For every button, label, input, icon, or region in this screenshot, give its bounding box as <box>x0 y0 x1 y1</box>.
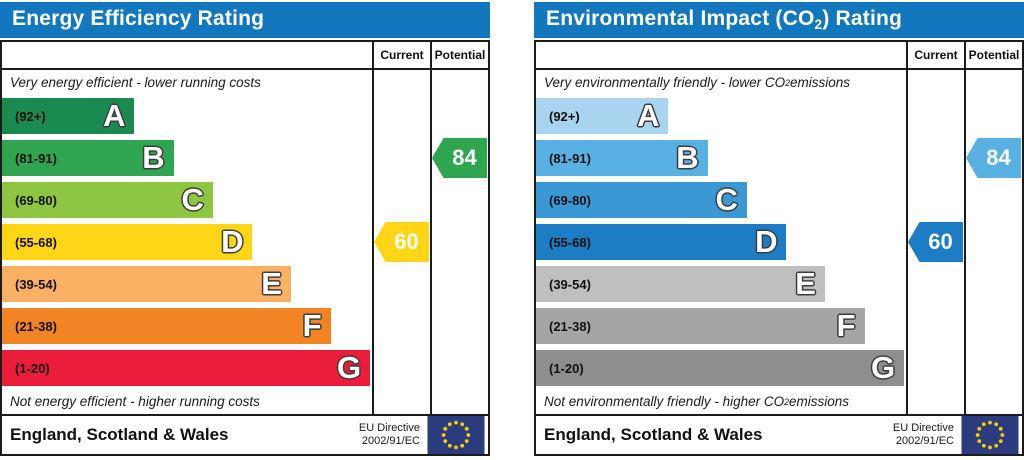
band-bar: (81-91) B <box>2 140 174 176</box>
band-bar: (39-54) E <box>536 266 825 302</box>
band-row: (1-20) G <box>536 347 906 389</box>
band-bar: (21-38) F <box>2 308 331 344</box>
potential-column-header: Potential <box>964 42 1022 68</box>
band-letter: D <box>221 224 244 259</box>
top-caption: Very environmentally friendly - lower CO… <box>544 75 851 90</box>
band-row: (69-80) C <box>536 179 906 221</box>
chart-title: Environmental Impact (CO2) Rating <box>546 7 903 33</box>
band-row: (1-20) G <box>2 347 372 389</box>
band-range-label: (81-91) <box>15 150 57 166</box>
chart-title-bar: Energy Efficiency Rating <box>0 2 490 38</box>
band-range-label: (69-80) <box>15 192 57 208</box>
band-range-label: (81-91) <box>549 150 591 166</box>
eu-flag-icon <box>961 416 1019 454</box>
band-range-label: (55-68) <box>549 234 591 250</box>
energy-efficiency-chart: Energy Efficiency Rating Current Potenti… <box>0 0 490 456</box>
band-range-label: (92+) <box>549 108 580 124</box>
region-label: England, Scotland & Wales <box>544 425 763 444</box>
band-letter: A <box>637 98 660 133</box>
band-row: (55-68) D <box>2 221 372 263</box>
band-bar: (92+) A <box>2 98 135 134</box>
current-arrow: 60 <box>374 222 429 262</box>
bands-column: Very energy efficient - lower running co… <box>2 70 372 414</box>
band-letter: G <box>337 350 362 385</box>
region-label: England, Scotland & Wales <box>10 425 229 444</box>
column-headers: Current Potential <box>2 42 488 70</box>
band-letter: A <box>103 98 126 133</box>
band-row: (55-68) D <box>536 221 906 263</box>
band-bar: (55-68) D <box>536 224 787 260</box>
chart-title-bar: Environmental Impact (CO2) Rating <box>534 2 1024 38</box>
band-range-label: (1-20) <box>549 360 584 376</box>
rating-table: Current Potential Very energy efficient … <box>0 40 490 456</box>
band-bar: (1-20) G <box>536 350 905 386</box>
top-caption: Very energy efficient - lower running co… <box>10 75 261 90</box>
band-row: (92+) A <box>536 95 906 137</box>
current-column-header: Current <box>372 42 430 68</box>
band-letter: E <box>795 266 816 301</box>
rating-table: Current Potential Very environmentally f… <box>534 40 1024 456</box>
band-row: (21-38) F <box>536 305 906 347</box>
current-arrow: 60 <box>908 222 963 262</box>
band-letter: F <box>836 308 856 343</box>
band-letter: C <box>181 182 204 217</box>
rating-body: Very energy efficient - lower running co… <box>2 70 488 414</box>
band-bar: (1-20) G <box>2 350 371 386</box>
band-bar: (55-68) D <box>2 224 253 260</box>
bottom-caption: Not environmentally friendly - higher CO… <box>544 394 850 409</box>
band-bar: (81-91) B <box>536 140 708 176</box>
potential-column-header: Potential <box>430 42 488 68</box>
band-range-label: (69-80) <box>549 192 591 208</box>
band-row: (69-80) C <box>2 179 372 221</box>
rating-body: Very environmentally friendly - lower CO… <box>536 70 1022 414</box>
band-bar: (69-80) C <box>2 182 213 218</box>
band-range-label: (92+) <box>15 108 46 124</box>
potential-arrow: 84 <box>432 138 487 178</box>
band-letter: B <box>676 140 699 175</box>
band-range-label: (39-54) <box>15 276 57 292</box>
band-letter: E <box>261 266 282 301</box>
band-range-label: (21-38) <box>15 318 57 334</box>
column-headers: Current Potential <box>536 42 1022 70</box>
band-row: (81-91) B <box>536 137 906 179</box>
potential-arrow: 84 <box>966 138 1021 178</box>
current-column-header: Current <box>906 42 964 68</box>
column-header-spacer <box>2 42 372 68</box>
current-column: 60 <box>906 70 964 414</box>
band-row: (92+) A <box>2 95 372 137</box>
bottom-caption: Not energy efficient - higher running co… <box>10 394 260 409</box>
band-row: (39-54) E <box>536 263 906 305</box>
band-bar: (69-80) C <box>536 182 747 218</box>
band-row: (39-54) E <box>2 263 372 305</box>
potential-column: 84 <box>430 70 488 414</box>
environmental-impact-chart: Environmental Impact (CO2) Rating Curren… <box>534 0 1024 456</box>
current-column: 60 <box>372 70 430 414</box>
band-row: (81-91) B <box>2 137 372 179</box>
band-range-label: (55-68) <box>15 234 57 250</box>
band-bar: (39-54) E <box>2 266 291 302</box>
band-range-label: (21-38) <box>549 318 591 334</box>
potential-column: 84 <box>964 70 1022 414</box>
column-header-spacer <box>536 42 906 68</box>
band-row: (21-38) F <box>2 305 372 347</box>
eu-directive-label: EU Directive 2002/91/EC <box>358 421 420 447</box>
band-letter: C <box>715 182 738 217</box>
band-bar: (21-38) F <box>536 308 865 344</box>
bands-column: Very environmentally friendly - lower CO… <box>536 70 906 414</box>
eu-directive-label: EU Directive 2002/91/EC <box>892 421 954 447</box>
eu-flag-icon <box>427 416 485 454</box>
band-range-label: (39-54) <box>549 276 591 292</box>
band-letter: F <box>302 308 322 343</box>
chart-footer: England, Scotland & Wales EU Directive 2… <box>536 414 1022 454</box>
band-letter: B <box>142 140 165 175</box>
band-letter: G <box>871 350 896 385</box>
chart-title: Energy Efficiency Rating <box>12 7 265 31</box>
chart-footer: England, Scotland & Wales EU Directive 2… <box>2 414 488 454</box>
band-range-label: (1-20) <box>15 360 50 376</box>
band-bar: (92+) A <box>536 98 669 134</box>
band-letter: D <box>755 224 778 259</box>
